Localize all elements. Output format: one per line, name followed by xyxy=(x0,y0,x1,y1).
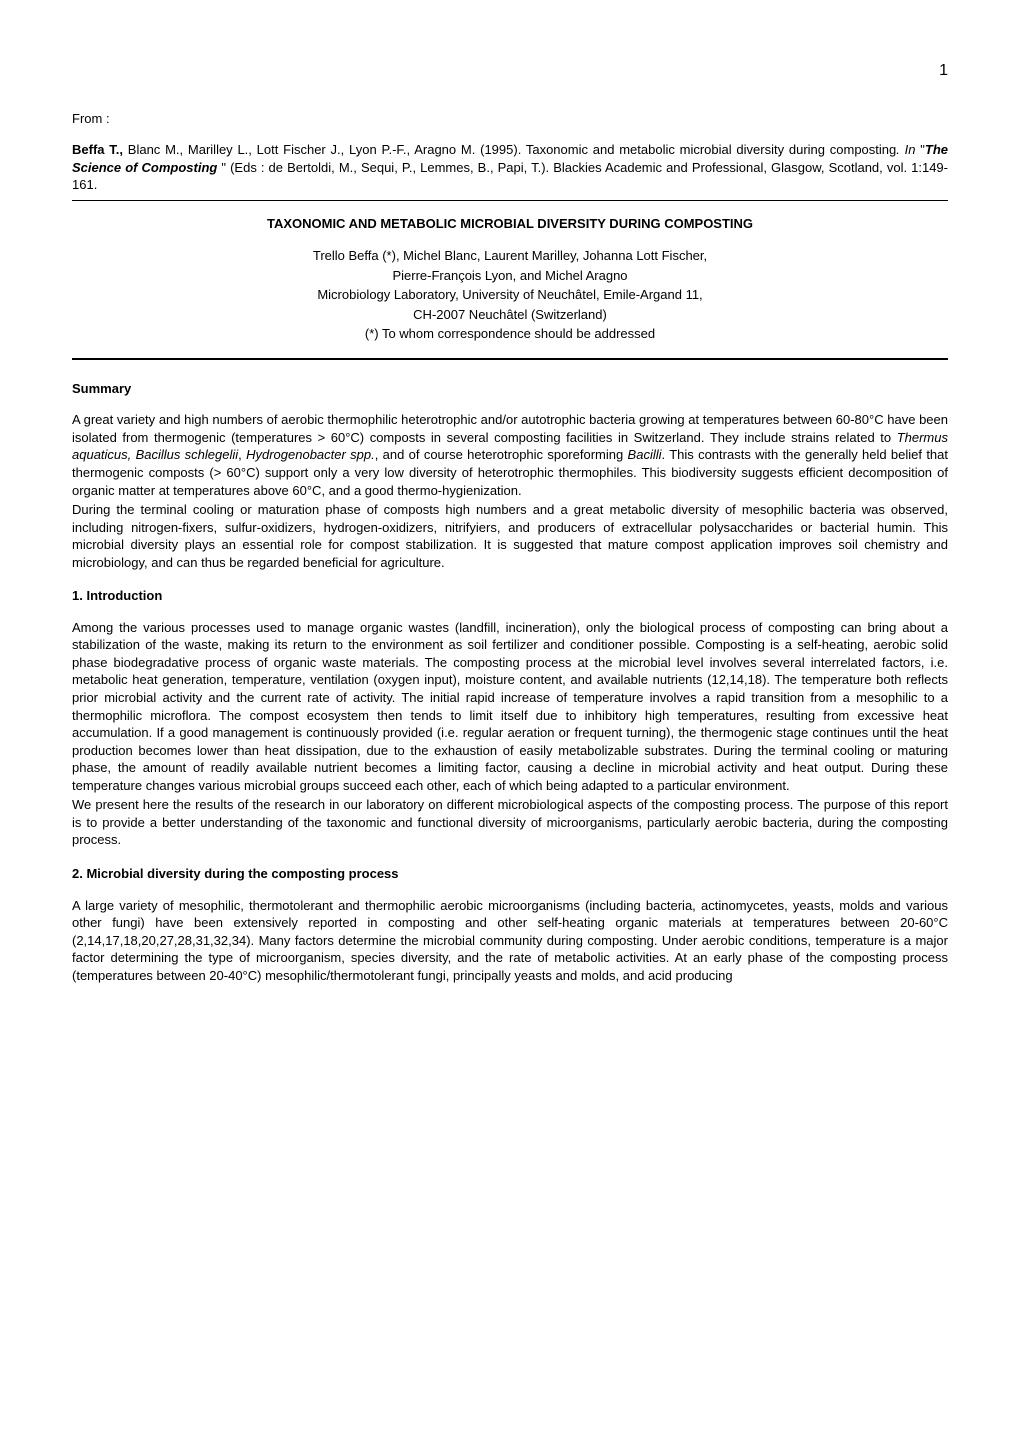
introduction-paragraph-2: We present here the results of the resea… xyxy=(72,796,948,849)
divider-bottom xyxy=(72,358,948,360)
summary-paragraph-1: A great variety and high numbers of aero… xyxy=(72,411,948,499)
page-number: 1 xyxy=(72,60,948,82)
citation-in: . In xyxy=(896,142,920,157)
authors-line-2: Pierre-François Lyon, and Michel Aragno xyxy=(72,266,948,286)
species-bacilli: Bacilli xyxy=(628,447,662,462)
affiliation-line-2: CH-2007 Neuchâtel (Switzerland) xyxy=(72,305,948,325)
title-block: TAXONOMIC AND METABOLIC MICROBIAL DIVERS… xyxy=(72,215,948,344)
authors-line-1: Trello Beffa (*), Michel Blanc, Laurent … xyxy=(72,246,948,266)
citation-text-1: Blanc M., Marilley L., Lott Fischer J., … xyxy=(123,142,896,157)
affiliation-line-1: Microbiology Laboratory, University of N… xyxy=(72,285,948,305)
summary-p1-text-c: , and of course heterotrophic sporeformi… xyxy=(375,447,628,462)
diversity-heading: 2. Microbial diversity during the compos… xyxy=(72,865,948,883)
divider-top xyxy=(72,200,948,201)
summary-heading: Summary xyxy=(72,380,948,398)
paper-title: TAXONOMIC AND METABOLIC MICROBIAL DIVERS… xyxy=(72,215,948,233)
summary-p1-text-a: A great variety and high numbers of aero… xyxy=(72,412,948,445)
citation-author: Beffa T., xyxy=(72,142,123,157)
from-label: From : xyxy=(72,110,948,128)
diversity-paragraph-1: A large variety of mesophilic, thermotol… xyxy=(72,897,948,985)
summary-p1-text-b: , xyxy=(238,447,246,462)
species-hydrogenobacter: Hydrogenobacter spp. xyxy=(246,447,375,462)
introduction-heading: 1. Introduction xyxy=(72,587,948,605)
correspondence-note: (*) To whom correspondence should be add… xyxy=(72,324,948,344)
introduction-paragraph-1: Among the various processes used to mana… xyxy=(72,619,948,794)
citation-block: Beffa T., Blanc M., Marilley L., Lott Fi… xyxy=(72,141,948,194)
summary-paragraph-2: During the terminal cooling or maturatio… xyxy=(72,501,948,571)
